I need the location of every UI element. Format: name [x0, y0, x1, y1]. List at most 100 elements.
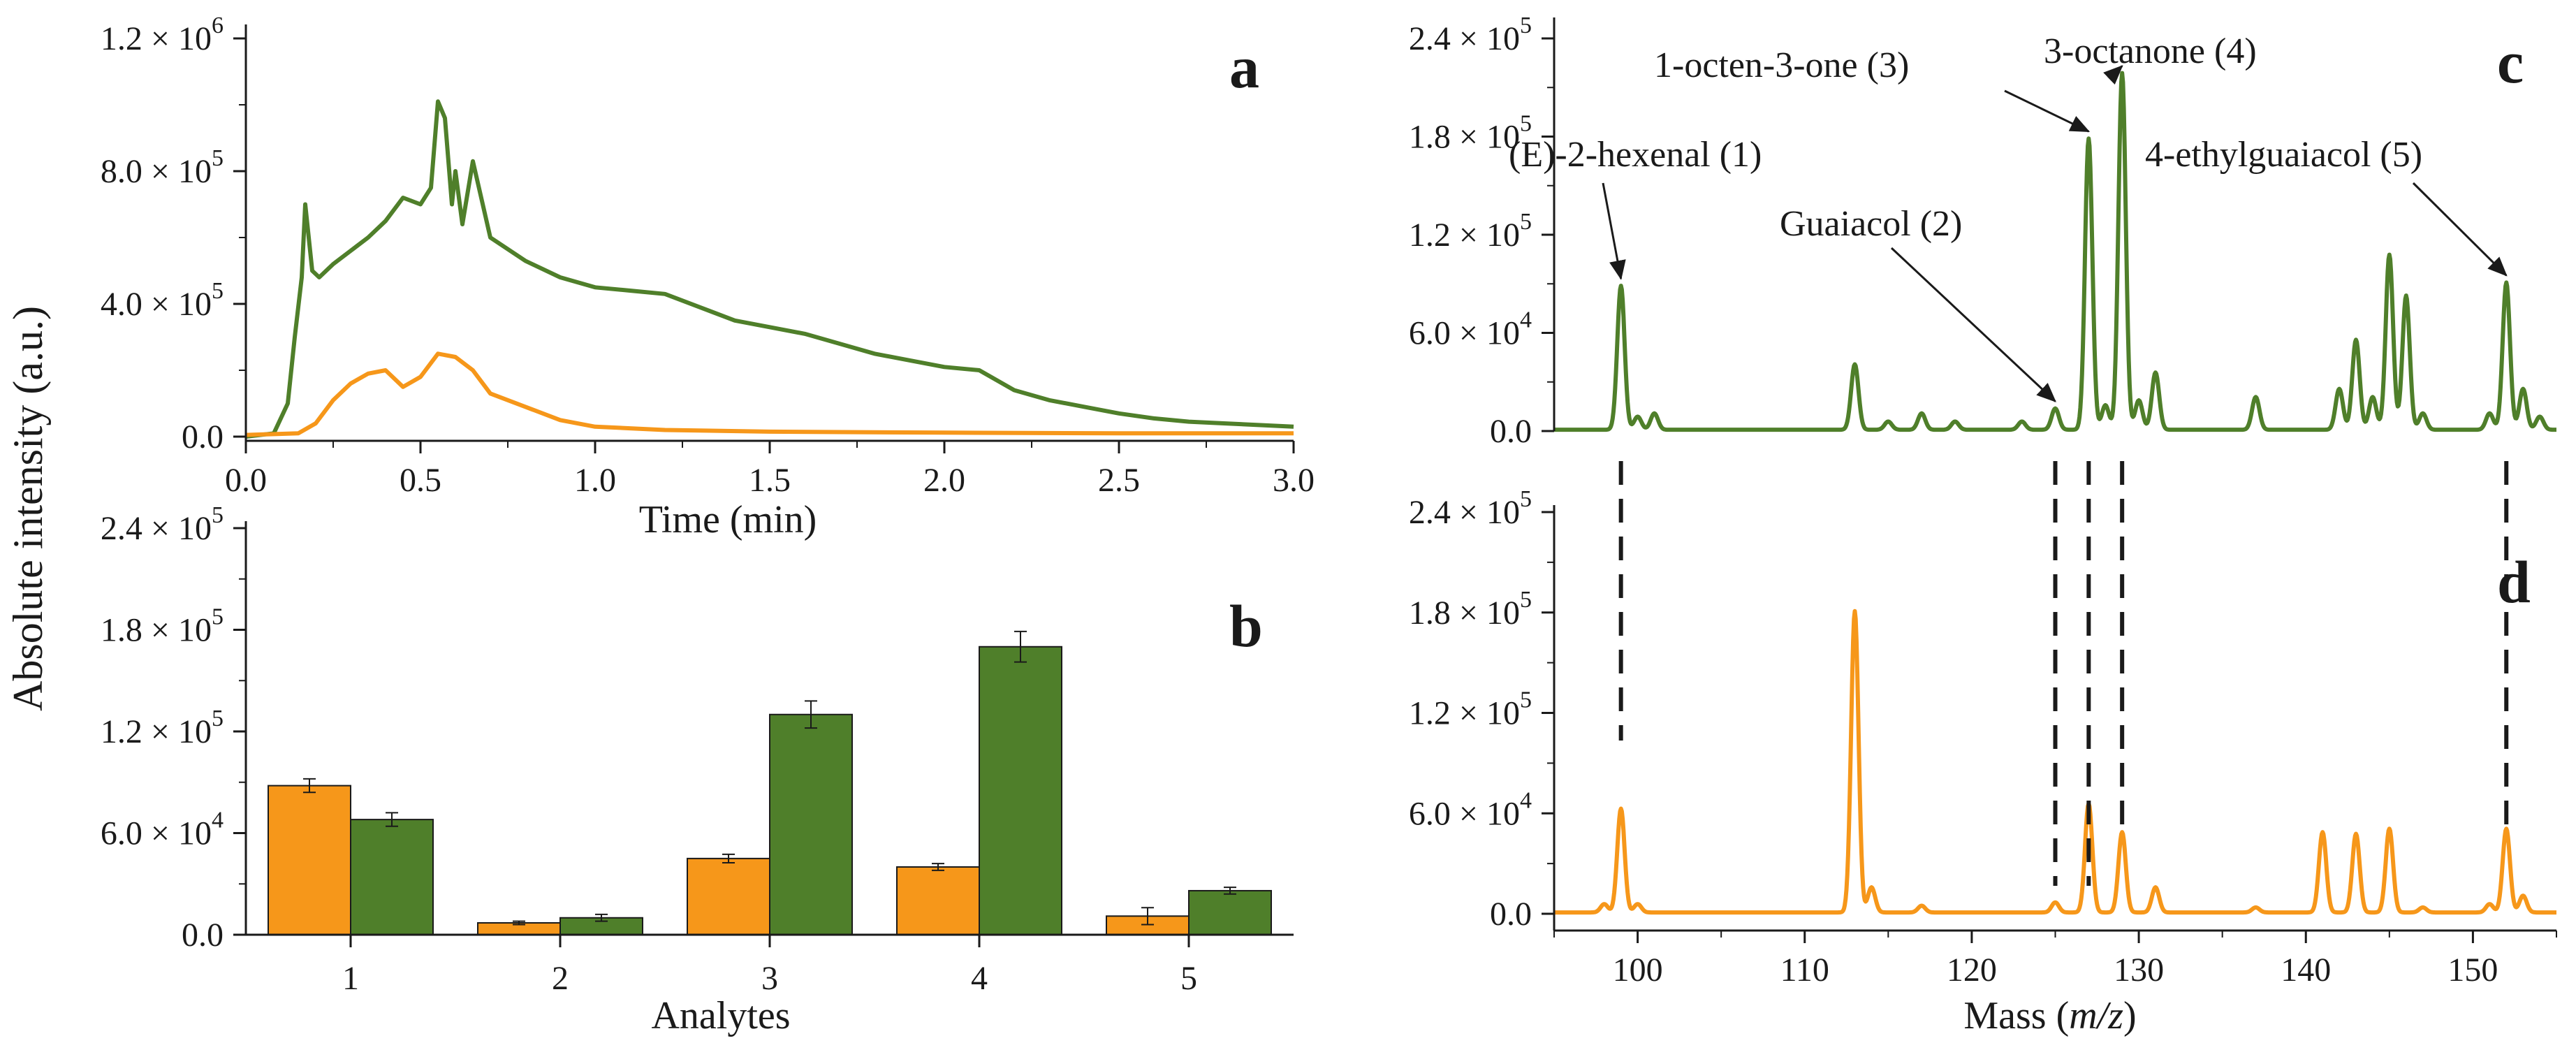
x-tick-label: 2 — [552, 960, 569, 997]
panel-a-x-axis-label: Time (min) — [639, 498, 817, 541]
annotation-arrow — [1602, 182, 1626, 280]
y-tick-exponent: 5 — [1520, 111, 1532, 137]
y-tick-label: 0.0 — [1490, 413, 1532, 450]
y-tick-mantissa: 0.0 — [182, 917, 224, 954]
y-tick-label: 1.2 × 106 — [101, 13, 224, 57]
x-tick-label: 110 — [1780, 951, 1829, 989]
y-tick-exponent: 5 — [212, 706, 224, 731]
y-tick-label: 0.0 — [1490, 896, 1532, 933]
y-tick-exponent: 4 — [1520, 787, 1532, 813]
y-tick-mantissa: 2.4 × 10 — [101, 510, 212, 547]
x-tick-label: 150 — [2447, 951, 2498, 989]
bar-green-4 — [979, 646, 1062, 935]
y-tick-label: 0.0 — [182, 917, 224, 954]
annotation-arrow — [2103, 65, 2123, 85]
y-tick-mantissa: 0.0 — [1490, 413, 1532, 450]
x-tick-label: 0.0 — [225, 462, 267, 499]
x-tick-label: 3.0 — [1273, 462, 1315, 499]
y-tick-mantissa: 8.0 × 10 — [101, 153, 212, 190]
x-tick-label: 100 — [1613, 951, 1663, 989]
y-tick-label: 6.0 × 104 — [101, 808, 224, 852]
y-tick-mantissa: 6.0 × 10 — [1409, 795, 1520, 832]
series-line-orange — [245, 351, 1294, 437]
y-tick-exponent: 5 — [212, 502, 224, 528]
y-tick-label: 1.8 × 105 — [1409, 111, 1532, 156]
bar-orange-1 — [268, 785, 351, 935]
series-line-green — [245, 99, 1294, 439]
bar-green-1 — [350, 819, 434, 935]
y-tick-label: 6.0 × 104 — [1409, 307, 1532, 352]
annotation-arrow — [2412, 182, 2508, 277]
x-tick-label: 1 — [342, 960, 359, 997]
y-tick-label: 4.0 × 105 — [101, 278, 224, 323]
y-tick-label: 2.4 × 105 — [1409, 486, 1532, 531]
bar-green-3 — [769, 713, 853, 935]
panel-d-label: d — [2497, 548, 2531, 615]
y-tick-label: 6.0 × 104 — [1409, 787, 1532, 832]
spectrum-line-green — [1553, 71, 2558, 432]
spectrum-line-orange — [1553, 608, 2558, 915]
x-tick-label: 3 — [761, 960, 778, 997]
panel-b-x-axis-label: Analytes — [651, 994, 790, 1037]
y-tick-exponent: 5 — [1520, 13, 1532, 38]
annotation-arrow — [1890, 247, 2056, 402]
bar-orange-3 — [687, 857, 770, 935]
y-tick-exponent: 4 — [1520, 307, 1532, 333]
y-tick-mantissa: 4.0 × 10 — [101, 286, 212, 323]
shared-y-axis-label: Absolute intensity (a.u.) — [5, 306, 51, 711]
y-tick-exponent: 5 — [1520, 687, 1532, 713]
x-tick-label: 1.0 — [574, 462, 616, 499]
y-tick-mantissa: 2.4 × 10 — [1409, 20, 1520, 57]
x-tick-label: 140 — [2281, 951, 2331, 989]
y-tick-exponent: 5 — [1520, 486, 1532, 512]
y-tick-exponent: 5 — [212, 604, 224, 630]
y-tick-mantissa: 1.2 × 10 — [1409, 217, 1520, 254]
x-tick-label: 0.5 — [400, 462, 441, 499]
y-tick-exponent: 5 — [212, 145, 224, 171]
y-tick-exponent: 5 — [212, 278, 224, 304]
x-tick-label: 2.5 — [1098, 462, 1140, 499]
y-tick-mantissa: 1.8 × 10 — [1409, 119, 1520, 156]
y-tick-label: 1.8 × 105 — [1409, 587, 1532, 632]
x-tick-label: 1.5 — [749, 462, 791, 499]
bar-green-5 — [1188, 889, 1272, 935]
peak-annotation: 4-ethylguaiacol (5) — [2145, 135, 2422, 175]
y-tick-mantissa: 1.2 × 10 — [101, 20, 212, 57]
y-tick-mantissa: 1.2 × 10 — [1409, 695, 1520, 732]
y-tick-mantissa: 1.2 × 10 — [101, 713, 212, 750]
y-tick-label: 1.2 × 105 — [1409, 687, 1532, 732]
y-tick-mantissa: 0.0 — [182, 418, 224, 455]
panel-a-label: a — [1229, 34, 1259, 101]
y-tick-label: 2.4 × 105 — [1409, 13, 1532, 57]
y-tick-mantissa: 1.8 × 10 — [101, 612, 212, 649]
panel-b-label: b — [1229, 592, 1263, 659]
y-tick-mantissa: 0.0 — [1490, 896, 1532, 933]
y-tick-label: 1.2 × 105 — [1409, 209, 1532, 254]
x-tick-label: 130 — [2114, 951, 2164, 989]
panel-d-x-axis-label: Mass (m/z) — [1963, 994, 2136, 1037]
peak-annotation: 3-octanone (4) — [2044, 31, 2257, 71]
x-tick-label: 5 — [1180, 960, 1197, 997]
y-tick-mantissa: 6.0 × 10 — [101, 815, 212, 852]
peak-annotation: Guaiacol (2) — [1780, 204, 1962, 244]
y-tick-mantissa: 2.4 × 10 — [1409, 494, 1520, 531]
annotation-arrow — [2004, 89, 2091, 133]
y-tick-mantissa: 6.0 × 10 — [1409, 315, 1520, 352]
x-tick-label: 120 — [1947, 951, 1997, 989]
x-tick-label: 4 — [971, 960, 988, 997]
y-tick-label: 2.4 × 105 — [101, 502, 224, 547]
y-tick-exponent: 5 — [1520, 587, 1532, 613]
y-tick-exponent: 4 — [212, 808, 224, 833]
peak-annotation: 1-octen-3-one (3) — [1654, 45, 1909, 85]
y-tick-label: 0.0 — [182, 418, 224, 455]
panel-c-label: c — [2497, 29, 2524, 96]
y-tick-label: 1.8 × 105 — [101, 604, 224, 649]
bar-orange-4 — [896, 866, 980, 935]
y-tick-exponent: 6 — [212, 13, 224, 38]
y-tick-label: 8.0 × 105 — [101, 145, 224, 190]
